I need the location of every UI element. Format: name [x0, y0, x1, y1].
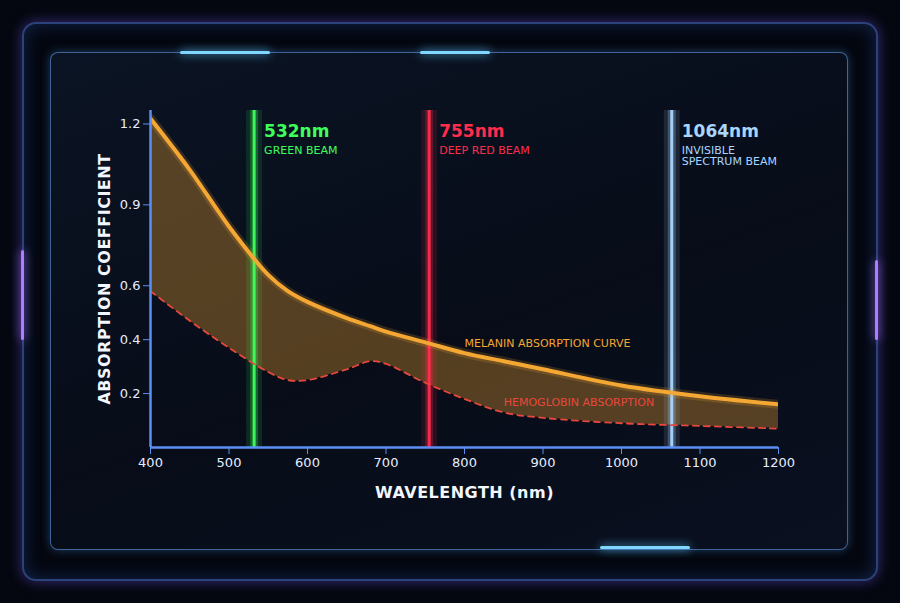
svg-text:ABSORPTION COEFFICIENT: ABSORPTION COEFFICIENT [95, 153, 114, 404]
svg-text:400: 400 [138, 455, 163, 470]
svg-text:WAVELENGTH (nm): WAVELENGTH (nm) [375, 483, 554, 502]
svg-text:0.9: 0.9 [120, 197, 141, 212]
svg-text:1064nm: 1064nm [682, 121, 759, 141]
svg-text:0.4: 0.4 [120, 332, 141, 347]
svg-text:500: 500 [217, 455, 242, 470]
svg-text:900: 900 [531, 455, 556, 470]
svg-text:MELANIN ABSORPTION CURVE: MELANIN ABSORPTION CURVE [465, 337, 631, 350]
svg-text:INVISIBLESPECTRUM BEAM: INVISIBLESPECTRUM BEAM [682, 144, 777, 168]
svg-text:GREEN BEAM: GREEN BEAM [264, 144, 337, 157]
svg-text:755nm: 755nm [439, 121, 504, 141]
svg-text:600: 600 [295, 455, 320, 470]
svg-text:0.6: 0.6 [120, 278, 141, 293]
svg-text:1200: 1200 [762, 455, 795, 470]
svg-text:1000: 1000 [605, 455, 638, 470]
svg-text:700: 700 [374, 455, 399, 470]
svg-text:532nm: 532nm [264, 121, 329, 141]
svg-text:1.2: 1.2 [120, 116, 141, 131]
svg-text:HEMOGLOBIN ABSORPTION: HEMOGLOBIN ABSORPTION [504, 396, 654, 409]
svg-text:800: 800 [452, 455, 477, 470]
svg-text:0.2: 0.2 [120, 386, 141, 401]
svg-text:DEEP RED BEAM: DEEP RED BEAM [439, 144, 530, 157]
svg-text:1100: 1100 [683, 455, 716, 470]
